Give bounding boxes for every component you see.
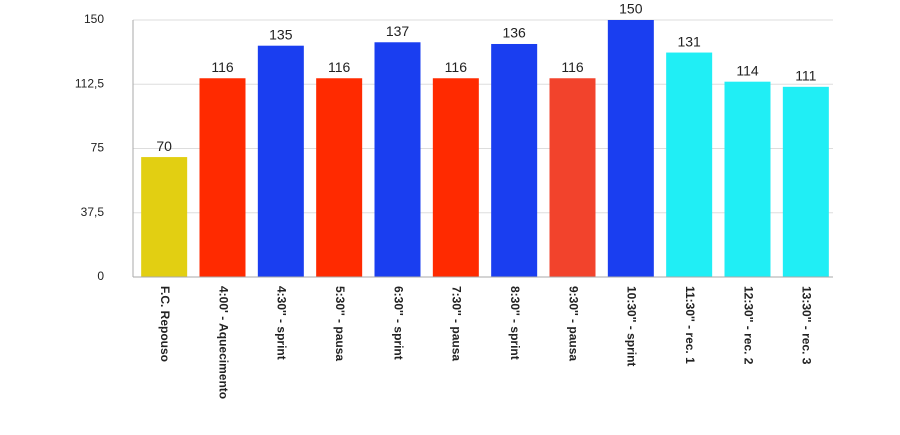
y-tick-label: 112,5 [75,76,104,90]
y-tick-label: 75 [91,141,105,155]
bar [607,20,654,277]
bar [316,78,363,278]
value-label: 114 [736,62,759,78]
x-tick-label: 13:30'' - rec. 3 [800,286,814,365]
value-label: 116 [211,59,234,75]
value-label: 135 [269,26,293,42]
value-label: 70 [156,138,172,154]
x-tick-label: 7:30'' - pausa [450,286,464,361]
x-tick-label: 4:30'' - sprint [275,286,289,360]
x-tick-label: 8:30'' - sprint [508,286,522,360]
bar [141,157,188,277]
bar [432,78,479,278]
x-tick-label: 9:30'' - pausa [566,286,580,361]
value-label: 150 [619,1,643,17]
x-tick-label: 6:30'' - sprint [391,286,405,360]
value-label: 131 [677,33,701,49]
x-tick-label: 12:30'' - rec. 2 [741,286,755,365]
bar [549,78,596,278]
value-label: 116 [561,59,584,75]
value-label: 116 [328,59,351,75]
bar [724,81,771,278]
bar [257,45,304,278]
y-tick-label: 150 [84,12,104,26]
bar [782,86,829,277]
bar [491,43,538,278]
bar [374,42,421,278]
value-label: 137 [386,23,410,39]
bar [199,78,246,278]
y-tick-label: 0 [97,269,104,283]
x-tick-label: 5:30'' - pausa [333,286,347,361]
value-label: 136 [502,25,526,41]
bar [666,52,713,278]
value-label: 116 [445,59,468,75]
x-tick-label: F.C. Repouso [158,286,172,362]
x-tick-label: 10:30'' - sprint [625,286,639,366]
x-tick-label: 4:00' - Aquecimento [216,286,230,399]
value-label: 111 [795,68,816,84]
x-tick-label: 11:30'' - rec. 1 [683,286,697,364]
y-tick-label: 37,5 [81,205,105,219]
